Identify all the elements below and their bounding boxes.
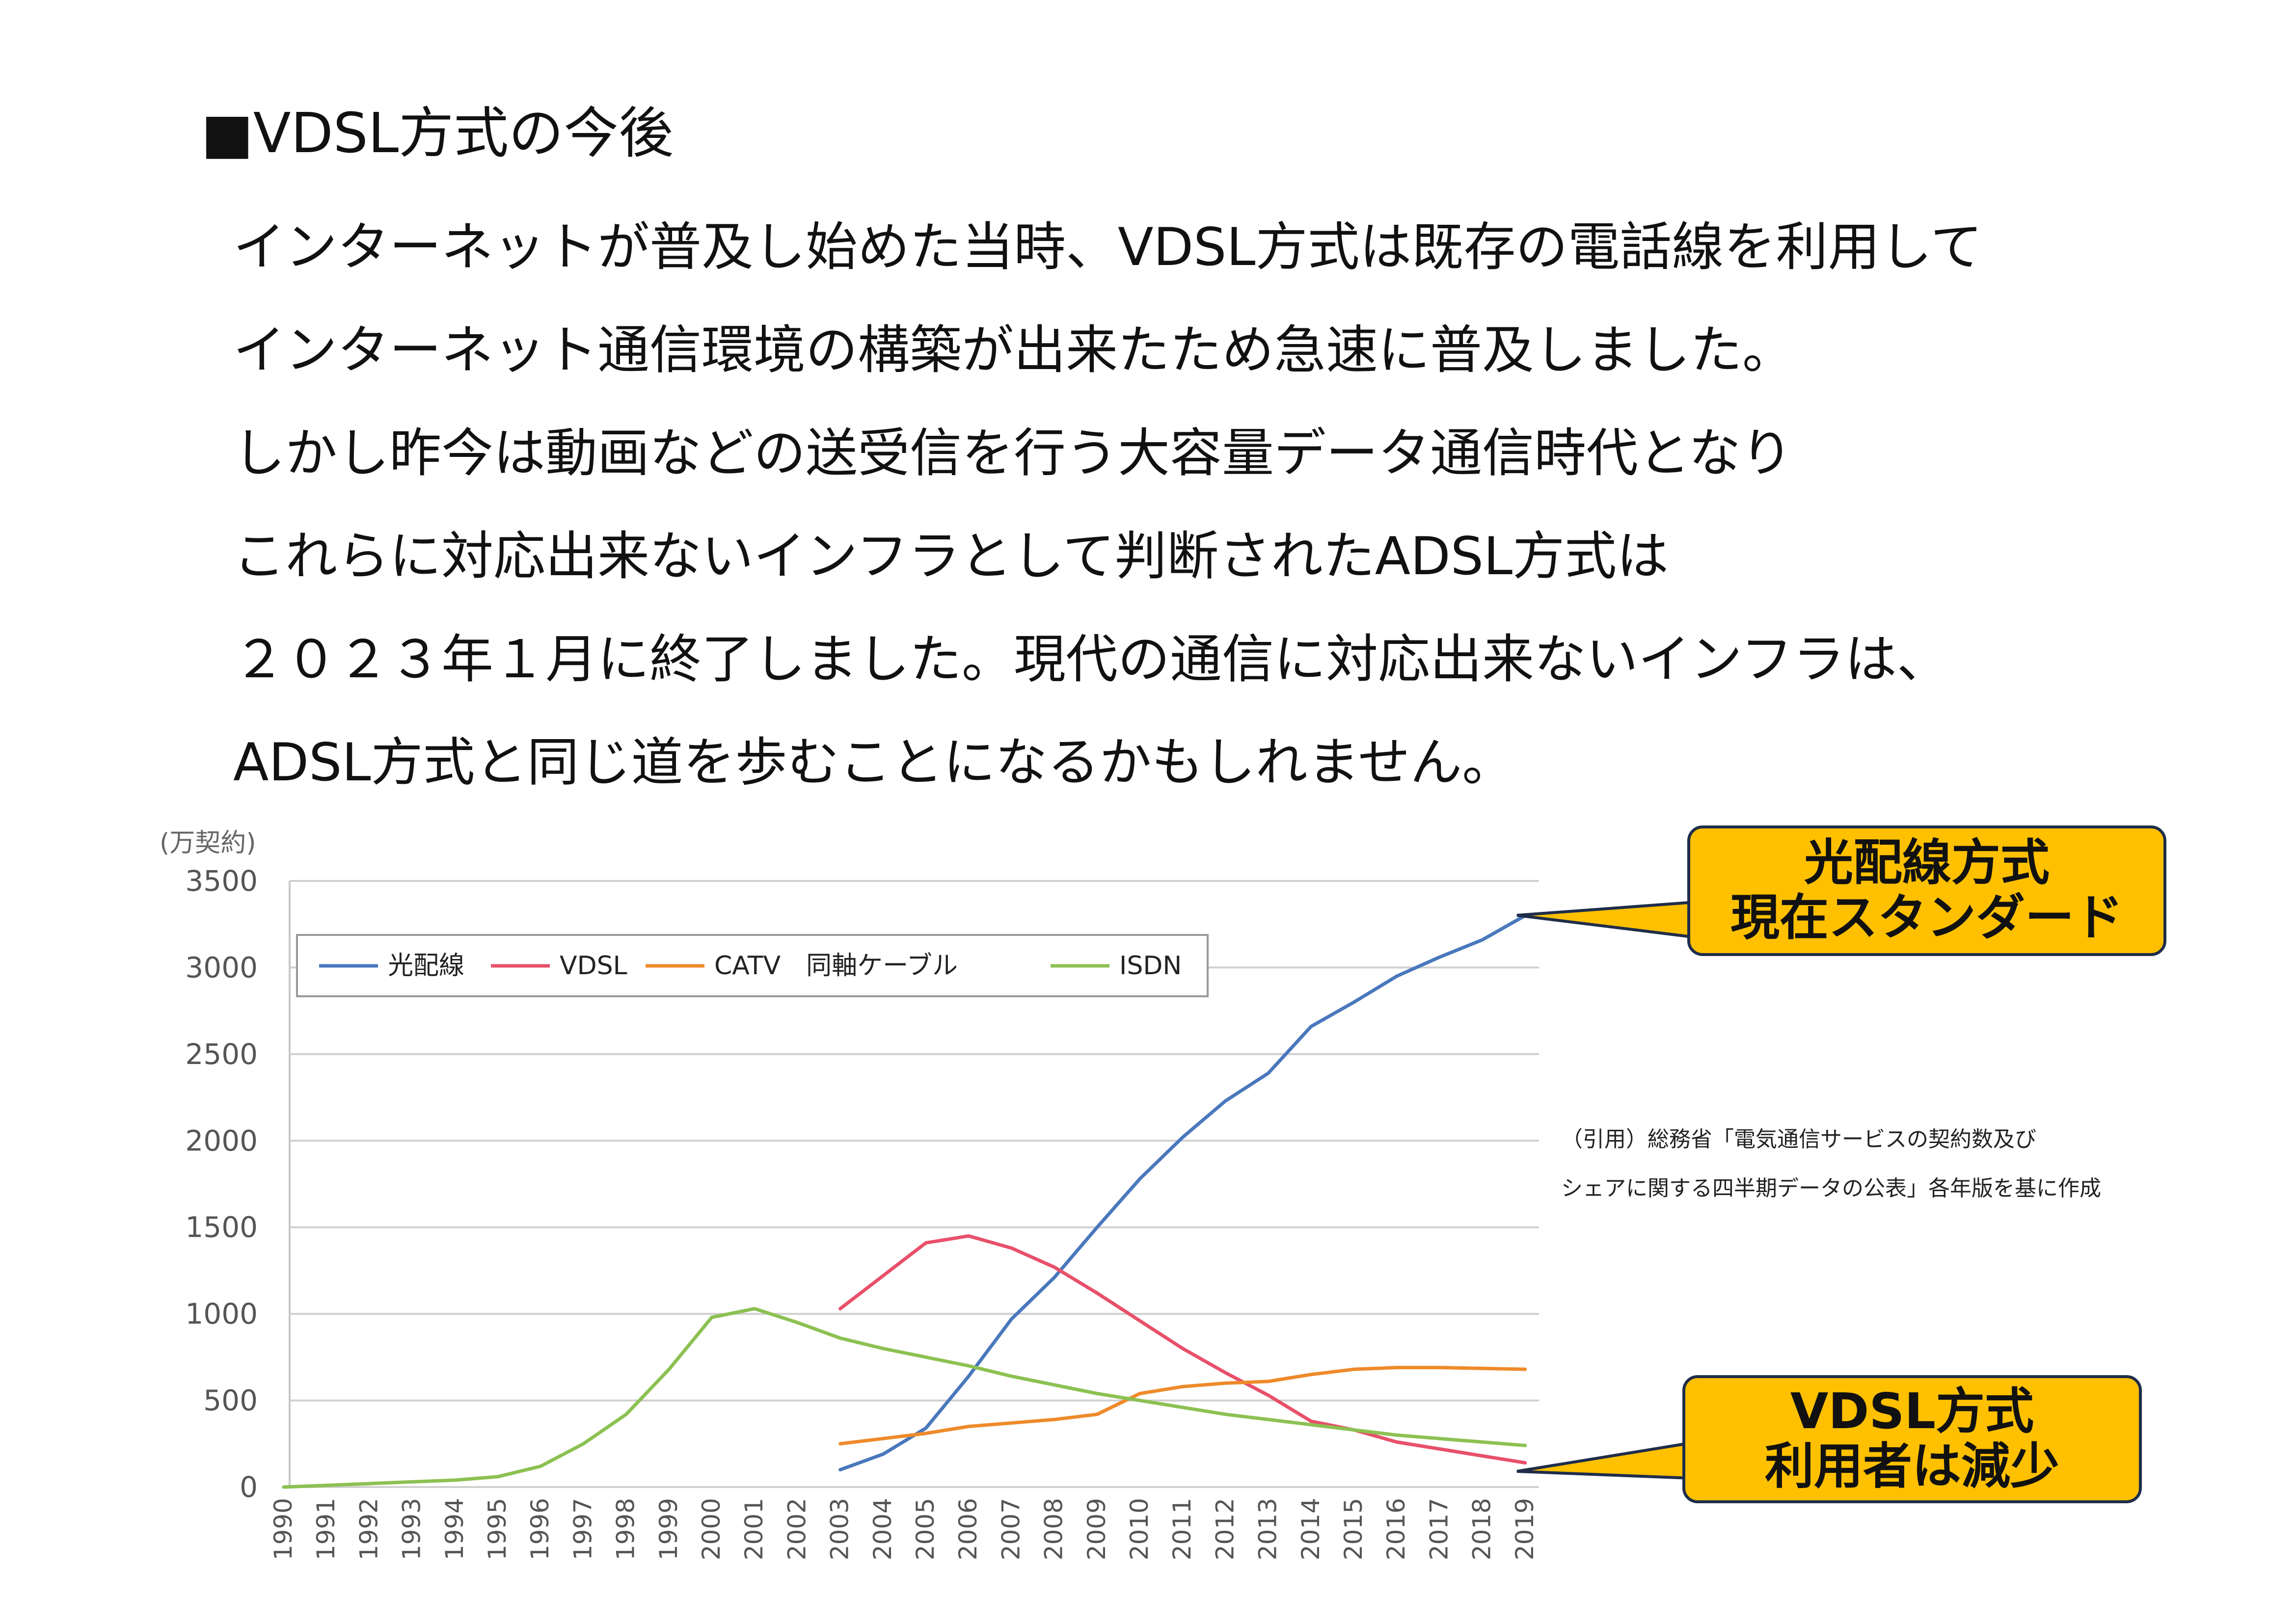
y-tick-label: 1500 bbox=[185, 1211, 258, 1244]
series-line-catv bbox=[838, 1366, 1527, 1446]
paragraph-line-4: これらに対応出来ないインフラとして判断されたADSL方式は bbox=[233, 526, 1669, 586]
y-tick-label: 2500 bbox=[185, 1038, 258, 1071]
callout-vdsl-pointer bbox=[1516, 1441, 1693, 1480]
x-tick-label: 1999 bbox=[654, 1498, 683, 1560]
callout-fiber bbox=[1516, 825, 2166, 956]
x-tick-label: 2011 bbox=[1168, 1498, 1196, 1560]
citation-line-2: シェアに関する四半期データの公表」各年版を基に作成 bbox=[1561, 1176, 2101, 1201]
x-tick-label: 2007 bbox=[997, 1498, 1025, 1560]
callout-vdsl-line1: VDSL方式 bbox=[1790, 1383, 2034, 1440]
callout-vdsl-box bbox=[1682, 1375, 2142, 1503]
callout-vdsl bbox=[1516, 1375, 2142, 1503]
x-tick-label: 2002 bbox=[783, 1498, 811, 1560]
x-tick-label: 2000 bbox=[697, 1498, 726, 1560]
x-tick-label: 1994 bbox=[440, 1498, 469, 1560]
x-tick-label: 1992 bbox=[354, 1498, 383, 1560]
x-tick-label: 1997 bbox=[568, 1498, 597, 1560]
paragraph-line-3: しかし昨今は動画などの送受信を行う大容量データ通信時代となり bbox=[233, 423, 1793, 483]
x-axis-ticks: 1990 1991 1992 1993 1994 1995 1996 1997 1998 1999… bbox=[269, 1498, 1539, 1560]
x-tick-label: 2014 bbox=[1297, 1498, 1325, 1560]
callout-fiber-line1: 光配線方式 bbox=[1804, 834, 2050, 891]
x-tick-label: 2013 bbox=[1254, 1498, 1282, 1560]
series-lines bbox=[282, 914, 1527, 1489]
y-tick-label: 0 bbox=[240, 1470, 258, 1504]
series-line-fiber bbox=[838, 914, 1527, 1472]
x-tick-label: 1990 bbox=[269, 1498, 297, 1560]
grid-lines bbox=[289, 880, 1539, 1488]
y-axis-ticks: 3500 3000 2500 2000 1500 1000 500 0 bbox=[185, 864, 258, 1504]
legend-label-vdsl: VDSL bbox=[560, 951, 627, 981]
x-tick-label: 2010 bbox=[1125, 1498, 1154, 1560]
series-line-vdsl bbox=[838, 1234, 1527, 1465]
x-tick-label: 2017 bbox=[1425, 1498, 1453, 1560]
legend-label-catv: CATV 同軸ケーブル bbox=[714, 951, 958, 981]
x-tick-label: 2008 bbox=[1040, 1498, 1068, 1560]
paragraph-line-2: インターネット通信環境の構築が出来たため急速に普及しました。 bbox=[233, 320, 1794, 380]
y-tick-label: 3500 bbox=[185, 864, 258, 898]
y-tick-label: 1000 bbox=[185, 1297, 258, 1330]
x-tick-label: 1995 bbox=[483, 1498, 512, 1560]
citation-line-1: （引用）総務省「電気通信サービスの契約数及び bbox=[1561, 1127, 2036, 1152]
y-tick-label: 500 bbox=[203, 1384, 258, 1417]
legend: 光配線 VDSL CATV 同軸ケーブル ISDN bbox=[296, 934, 1209, 997]
paragraph-line-6: ADSL方式と同じ道を歩むことになるかもしれません。 bbox=[233, 732, 1514, 793]
x-tick-label: 2003 bbox=[826, 1498, 854, 1560]
legend-label-isdn: ISDN bbox=[1119, 951, 1182, 981]
paragraph-line-1: インターネットが普及し始めた当時、VDSL方式は既存の電話線を利用して bbox=[233, 217, 1983, 277]
x-tick-label: 2019 bbox=[1511, 1498, 1539, 1560]
callout-vdsl-line2: 利用者は減少 bbox=[1765, 1437, 2059, 1495]
x-tick-label: 2018 bbox=[1468, 1498, 1496, 1560]
y-unit-label: (万契約) bbox=[160, 828, 256, 858]
x-tick-label: 2006 bbox=[954, 1498, 982, 1560]
paragraph-line-5: ２０２３年１月に終了しました。現代の通信に対応出来ないインフラは、 bbox=[233, 629, 1949, 690]
callout-vdsl-text: VDSL方式 利用者は減少 bbox=[1684, 1384, 2140, 1494]
x-tick-label: 1998 bbox=[612, 1498, 640, 1560]
x-tick-label: 1993 bbox=[398, 1498, 426, 1560]
x-tick-label: 2015 bbox=[1339, 1498, 1368, 1560]
callout-fiber-pointer bbox=[1516, 900, 1698, 939]
page-heading: ■VDSL方式の今後 bbox=[201, 102, 674, 165]
y-tick-label: 2000 bbox=[185, 1124, 258, 1157]
x-tick-label: 2012 bbox=[1211, 1498, 1239, 1560]
x-tick-label: 2005 bbox=[911, 1498, 940, 1560]
x-tick-label: 2004 bbox=[868, 1498, 897, 1560]
x-tick-label: 1996 bbox=[526, 1498, 554, 1560]
legend-label-fiber: 光配線 bbox=[388, 951, 464, 981]
y-tick-label: 3000 bbox=[185, 951, 258, 984]
series-line-isdn bbox=[282, 1307, 1527, 1489]
x-tick-label: 2001 bbox=[740, 1498, 768, 1560]
callout-fiber-text: 光配線方式 現在スタンダード bbox=[1689, 835, 2165, 945]
x-tick-label: 2009 bbox=[1082, 1498, 1111, 1560]
x-tick-label: 2016 bbox=[1382, 1498, 1410, 1560]
callout-fiber-line2: 現在スタンダード bbox=[1730, 889, 2123, 946]
x-tick-label: 1991 bbox=[312, 1498, 340, 1560]
callout-fiber-box bbox=[1687, 825, 2166, 956]
